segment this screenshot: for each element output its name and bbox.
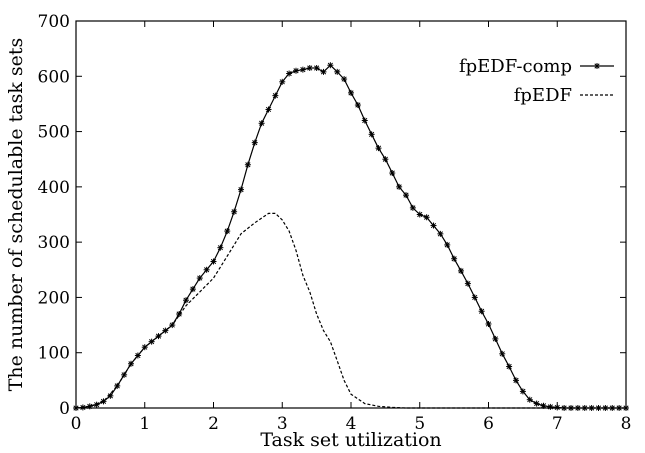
data-point-marker [299, 66, 306, 73]
data-point-marker [320, 68, 327, 75]
data-point-marker [162, 327, 169, 334]
data-point-marker [526, 396, 533, 403]
x-tick-label: 2 [208, 414, 219, 434]
data-point-marker [189, 286, 196, 293]
y-tick-label: 700 [38, 12, 70, 32]
data-point-marker [471, 294, 478, 301]
data-point-marker [313, 64, 320, 71]
data-point-marker [506, 363, 513, 370]
data-point-marker [361, 117, 368, 124]
data-point-marker [375, 145, 382, 152]
data-point-marker [451, 255, 458, 262]
x-tick-label: 5 [414, 414, 425, 434]
data-point-marker [265, 106, 272, 113]
x-tick-label: 0 [71, 414, 82, 434]
data-point-marker [224, 228, 231, 235]
series-line-0 [75, 64, 626, 409]
data-point-marker [251, 139, 258, 146]
data-point-marker [210, 258, 217, 265]
data-point-marker [382, 156, 389, 163]
legend-marker-fpedf-comp [594, 63, 600, 69]
y-axis-title: The number of schedulable task sets [5, 38, 27, 392]
data-point-marker [492, 335, 499, 342]
x-tick-label: 6 [483, 414, 494, 434]
y-tick-label: 300 [38, 233, 70, 253]
data-point-marker [244, 161, 251, 168]
data-point-marker [306, 64, 313, 71]
data-point-marker [513, 377, 519, 384]
y-tick-label: 600 [38, 67, 70, 87]
data-point-marker [478, 308, 485, 315]
x-tick-label: 8 [621, 414, 632, 434]
data-point-marker [368, 131, 375, 138]
x-tick-label: 3 [277, 414, 288, 434]
data-point-marker [334, 68, 341, 75]
y-tick-label: 400 [38, 178, 70, 198]
data-point-marker [327, 62, 334, 69]
data-point-marker [217, 244, 224, 251]
data-point-marker [272, 92, 279, 99]
y-tick-label: 100 [38, 344, 70, 364]
data-point-marker [416, 211, 423, 218]
x-tick-label: 1 [139, 414, 150, 434]
x-tick-label: 7 [552, 414, 563, 434]
legend: fpEDF-comp fpEDF [459, 56, 614, 106]
data-point-marker [279, 78, 286, 85]
data-point-marker [341, 76, 348, 83]
data-point-marker [547, 403, 554, 410]
data-point-marker [485, 320, 492, 327]
data-point-marker [403, 192, 409, 199]
data-point-marker [389, 170, 396, 177]
data-point-marker [499, 350, 506, 357]
data-point-marker [444, 241, 451, 248]
data-point-marker [93, 401, 100, 408]
data-point-marker [533, 400, 540, 407]
data-point-marker [286, 70, 293, 77]
data-point-marker [540, 402, 547, 409]
data-point-marker [430, 222, 437, 229]
plot-frame [75, 20, 627, 409]
data-point-marker [203, 266, 210, 273]
data-point-marker [231, 208, 238, 215]
data-point-marker [519, 388, 526, 395]
y-tick-label: 200 [38, 288, 70, 308]
data-point-marker [409, 204, 416, 211]
data-point-marker [293, 67, 299, 74]
data-point-marker [238, 186, 244, 193]
data-point-marker [423, 214, 430, 221]
data-point-marker [348, 89, 354, 96]
data-point-marker [258, 120, 265, 127]
y-tick-label: 0 [59, 399, 70, 419]
data-point-marker [354, 102, 361, 109]
x-tick-label: 4 [346, 414, 357, 434]
data-point-marker [183, 297, 189, 304]
legend-label-fpedf-comp: fpEDF-comp [459, 56, 572, 77]
data-point-marker [396, 183, 403, 190]
x-axis-title: Task set utilization [260, 429, 441, 451]
data-point-marker [458, 267, 464, 274]
legend-label-fpedf: fpEDF [514, 85, 572, 106]
data-point-marker [437, 230, 444, 237]
data-point-marker [464, 280, 471, 287]
series-line-1 [75, 212, 626, 409]
data-point-marker [196, 275, 203, 282]
y-tick-label: 500 [38, 123, 70, 143]
